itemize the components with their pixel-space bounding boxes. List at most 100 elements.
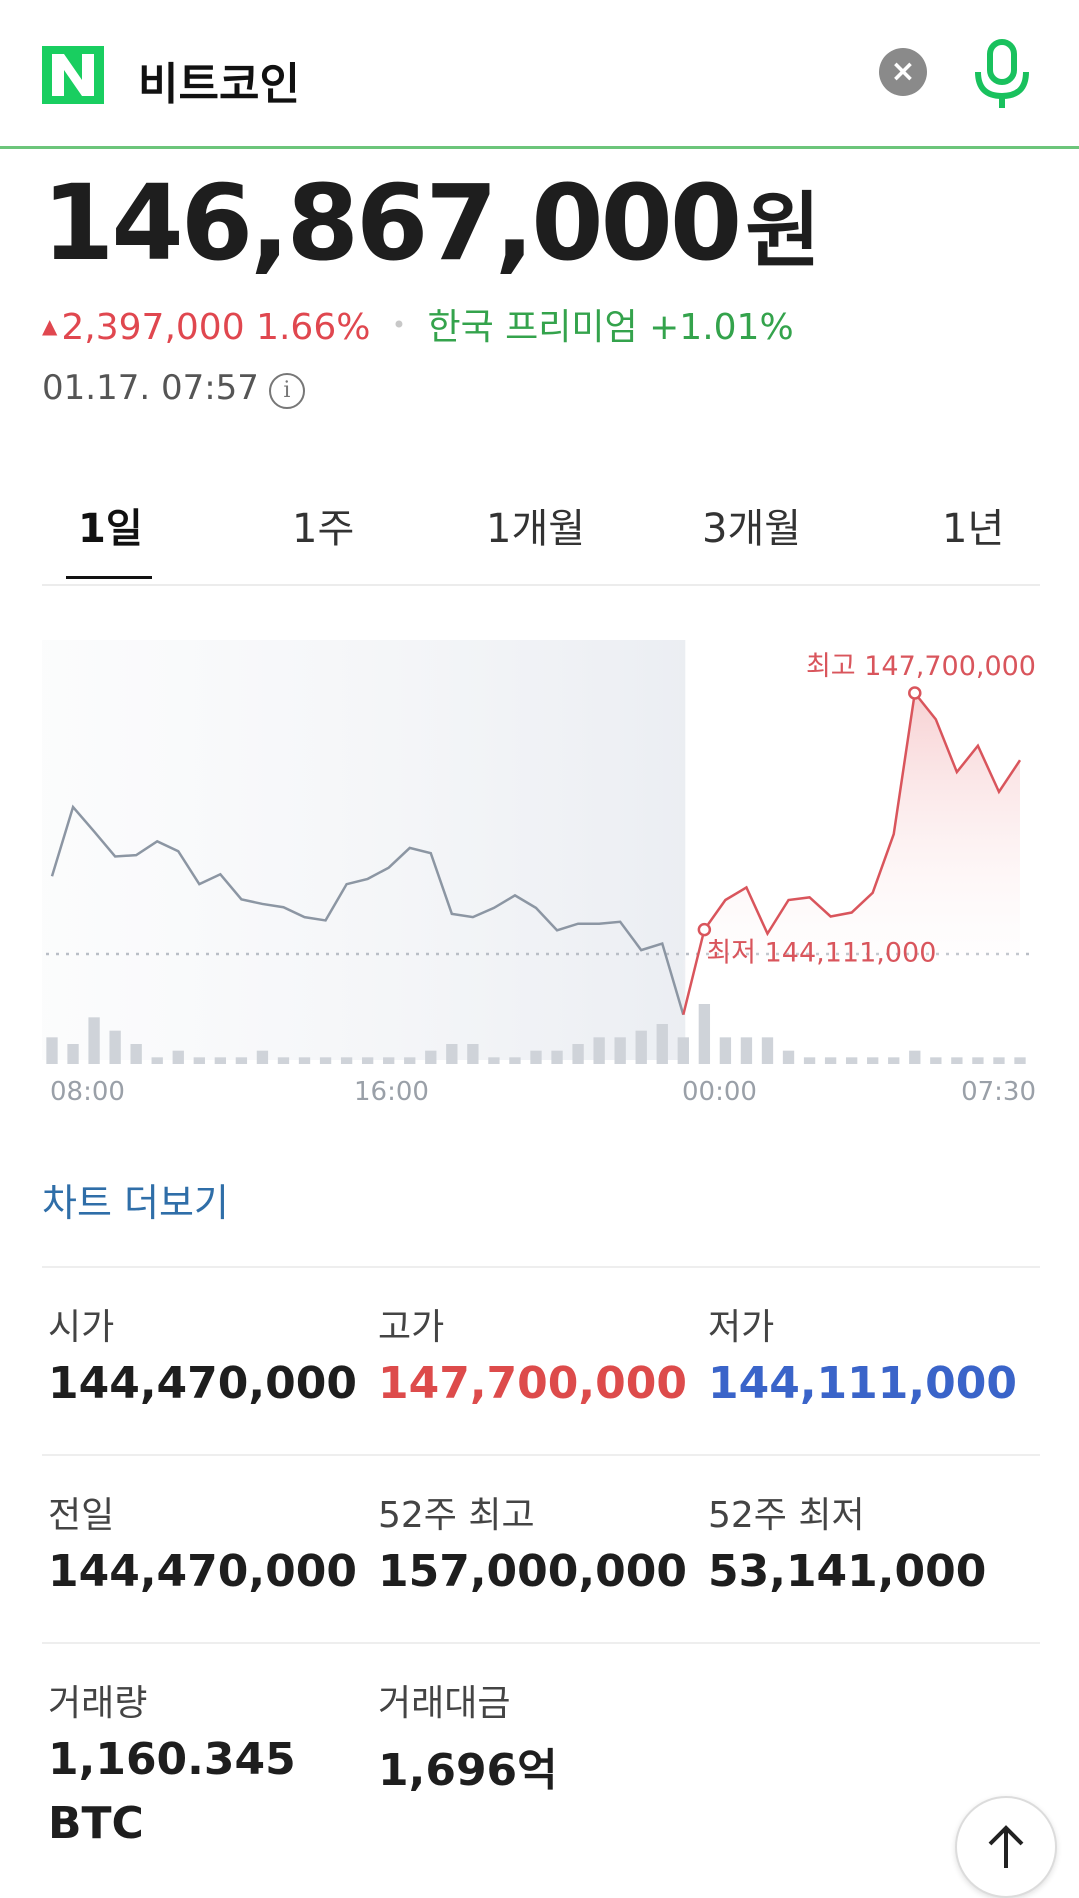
volume-bar xyxy=(467,1044,479,1064)
volume-bar xyxy=(298,1057,311,1064)
stat-value-52w-high: 157,000,000 xyxy=(378,1546,687,1597)
volume-bar xyxy=(635,1030,647,1064)
volume-bar xyxy=(782,1050,795,1064)
stat-value-open: 144,470,000 xyxy=(48,1358,357,1409)
up-triangle-icon: ▲ xyxy=(42,314,58,338)
close-icon[interactable]: × xyxy=(879,48,927,96)
x-tick-label: 16:00 xyxy=(354,1077,429,1107)
search-query-text[interactable]: 비트코인 xyxy=(138,59,300,110)
volume-bar xyxy=(614,1037,626,1064)
x-tick-label: 00:00 xyxy=(682,1077,757,1107)
active-tab-indicator xyxy=(66,576,152,579)
volume-bar xyxy=(951,1057,963,1064)
tab-3-months[interactable]: 3개월 xyxy=(702,506,802,552)
volume-bar xyxy=(1014,1057,1026,1064)
change-percent: 1.66% xyxy=(256,307,371,348)
volume-bar xyxy=(361,1057,374,1064)
volume-bar xyxy=(867,1057,879,1064)
divider xyxy=(42,1266,1040,1268)
price-line-before xyxy=(50,804,685,1016)
volume-bar xyxy=(46,1037,58,1064)
volume-bar xyxy=(740,1037,753,1064)
volume-bar xyxy=(172,1050,184,1064)
price-unit: 원 xyxy=(745,184,821,279)
stat-label-open: 시가 xyxy=(48,1307,115,1348)
price-line-after xyxy=(682,689,1022,1016)
volume-bar xyxy=(593,1037,605,1064)
stat-value-high: 147,700,000 xyxy=(378,1358,687,1409)
stat-value-volume: 1,160.345 xyxy=(48,1734,296,1785)
stat-label-volume: 거래량 xyxy=(48,1683,148,1724)
x-tick-label: 08:00 xyxy=(50,1077,125,1107)
volume-bar xyxy=(193,1057,205,1064)
volume-bar xyxy=(383,1057,395,1064)
volume-bar xyxy=(256,1050,269,1064)
volume-bar xyxy=(930,1057,942,1064)
overnight-shaded-area xyxy=(42,640,686,1060)
korea-premium-value: +1.01% xyxy=(649,307,794,348)
tab-1-week[interactable]: 1주 xyxy=(292,506,355,552)
volume-bars xyxy=(46,1004,1026,1064)
stat-label-52w-high: 52주 최고 xyxy=(378,1495,535,1536)
stat-value-low: 144,111,000 xyxy=(708,1358,1017,1409)
low-marker xyxy=(697,922,712,937)
volume-bar xyxy=(319,1057,332,1064)
stat-label-low: 저가 xyxy=(708,1307,775,1348)
volume-bar xyxy=(277,1057,290,1064)
volume-bar xyxy=(972,1057,984,1064)
microphone-icon[interactable] xyxy=(970,36,1034,112)
stat-label-prev-close: 전일 xyxy=(48,1495,115,1536)
divider xyxy=(42,1642,1040,1644)
volume-bar xyxy=(803,1057,816,1064)
arrow-up-icon xyxy=(988,1825,1024,1868)
volume-bar xyxy=(235,1057,248,1064)
period-tabs: 1일 1주 1개월 3개월 1년 xyxy=(42,480,1040,586)
volume-bar xyxy=(509,1057,521,1064)
volume-bar xyxy=(551,1050,563,1064)
volume-bar xyxy=(425,1050,437,1064)
stat-value-volume-unit: BTC xyxy=(48,1798,144,1849)
stat-value-prev-close: 144,470,000 xyxy=(48,1546,357,1597)
volume-bar xyxy=(888,1057,900,1064)
volume-bar xyxy=(404,1057,416,1064)
chart-more-link[interactable]: 차트 더보기 xyxy=(42,1181,229,1225)
timestamp-text: 01.17. 07:57 xyxy=(42,368,259,408)
stat-value-trade-value: 1,696억 xyxy=(378,1745,558,1796)
stat-value-52w-low: 53,141,000 xyxy=(708,1546,987,1597)
high-marker xyxy=(908,686,922,700)
price-value: 146,867,000 xyxy=(42,162,742,284)
stat-label-trade-value: 거래대금 xyxy=(378,1683,511,1724)
volume-bar xyxy=(677,1037,689,1064)
change-amount: 2,397,000 xyxy=(61,307,245,348)
volume-bar xyxy=(656,1024,668,1064)
tab-1-day[interactable]: 1일 xyxy=(78,506,143,552)
tab-1-month[interactable]: 1개월 xyxy=(486,506,586,552)
stat-label-high: 고가 xyxy=(378,1307,445,1348)
volume-bar xyxy=(88,1017,100,1064)
volume-bar xyxy=(845,1057,858,1064)
high-label: 최고 147,700,000 xyxy=(806,651,1036,682)
low-label: 최저 144,111,000 xyxy=(706,938,936,969)
volume-bar xyxy=(993,1057,1005,1064)
volume-bar xyxy=(151,1057,163,1064)
price-timestamp: 01.17. 07:57 i xyxy=(42,368,305,409)
tab-1-year[interactable]: 1년 xyxy=(942,506,1005,552)
volume-bar xyxy=(719,1037,732,1064)
volume-bar xyxy=(446,1044,458,1064)
volume-bar xyxy=(109,1030,121,1064)
x-tick-label: 07:30 xyxy=(961,1077,1036,1107)
price-chart[interactable]: 최고 147,700,000 최저 144,111,000 08:00 16:0… xyxy=(42,640,1040,1110)
divider xyxy=(42,1454,1040,1456)
volume-bar xyxy=(488,1057,500,1064)
volume-bar xyxy=(572,1044,584,1064)
info-icon[interactable]: i xyxy=(268,373,305,409)
current-price: 146,867,000원 xyxy=(42,162,821,284)
scroll-to-top-button[interactable] xyxy=(955,1796,1057,1898)
naver-logo-icon[interactable] xyxy=(42,46,104,104)
volume-bar xyxy=(761,1037,774,1064)
separator-dot: • xyxy=(391,311,407,339)
volume-bar xyxy=(67,1044,79,1064)
korea-premium-label: 한국 프리미엄 xyxy=(427,307,638,348)
volume-bar xyxy=(824,1057,837,1064)
volume-bar xyxy=(530,1050,542,1064)
